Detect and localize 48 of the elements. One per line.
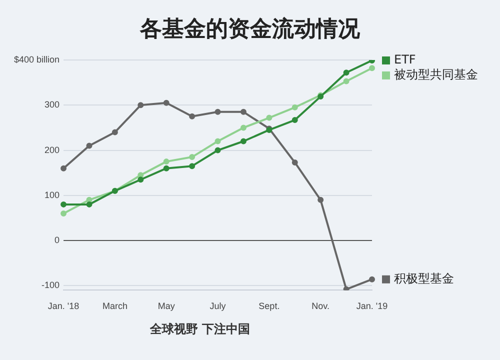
x-tick-label: Jan. '19: [356, 301, 388, 312]
point: [163, 165, 170, 172]
point: [318, 196, 324, 203]
point: [86, 201, 92, 208]
x-tick-label: Sept.: [258, 301, 280, 312]
point: [214, 138, 221, 144]
y-tick-label: -100: [42, 280, 60, 290]
y-tick-label: 300: [44, 100, 60, 110]
point: [163, 100, 170, 106]
point: [138, 102, 144, 108]
point: [369, 65, 375, 72]
point: [189, 154, 196, 160]
point: [112, 129, 118, 136]
point: [240, 138, 246, 144]
y-tick-label: $400 billion: [14, 54, 60, 64]
point: [292, 117, 298, 124]
point: [189, 163, 196, 170]
point: [86, 196, 92, 203]
text: 全球视野 下注中国: [149, 321, 252, 338]
legend-label: 积极型基金: [394, 271, 454, 286]
point: [214, 147, 221, 154]
x-tick-label: March: [102, 301, 128, 312]
x-tick-label: July: [210, 301, 226, 312]
point: [292, 104, 298, 110]
point: [163, 158, 170, 165]
point: [343, 78, 350, 84]
legend-label: 被动型共同基金: [394, 68, 478, 82]
chart-title: 各基金的资金流动情况: [138, 16, 361, 44]
x-tick-label: Jan. '18: [48, 301, 80, 312]
point: [189, 113, 196, 120]
x-tick-label: Nov.: [312, 301, 330, 312]
point: [240, 124, 246, 131]
point: [60, 165, 67, 172]
point: [343, 70, 350, 76]
point: [240, 108, 246, 115]
point: [138, 176, 144, 183]
point: [292, 159, 298, 166]
y-tick-label: 0: [54, 235, 60, 246]
x-tick-label: May: [158, 301, 176, 312]
point: [266, 114, 272, 121]
point: [214, 108, 221, 115]
y-tick-label: 100: [44, 190, 60, 200]
point: [369, 276, 375, 282]
point: [60, 201, 67, 208]
y-tick-label: 200: [44, 144, 60, 155]
point: [60, 210, 67, 216]
point: [86, 142, 92, 149]
legend-label: ETF: [394, 52, 416, 67]
